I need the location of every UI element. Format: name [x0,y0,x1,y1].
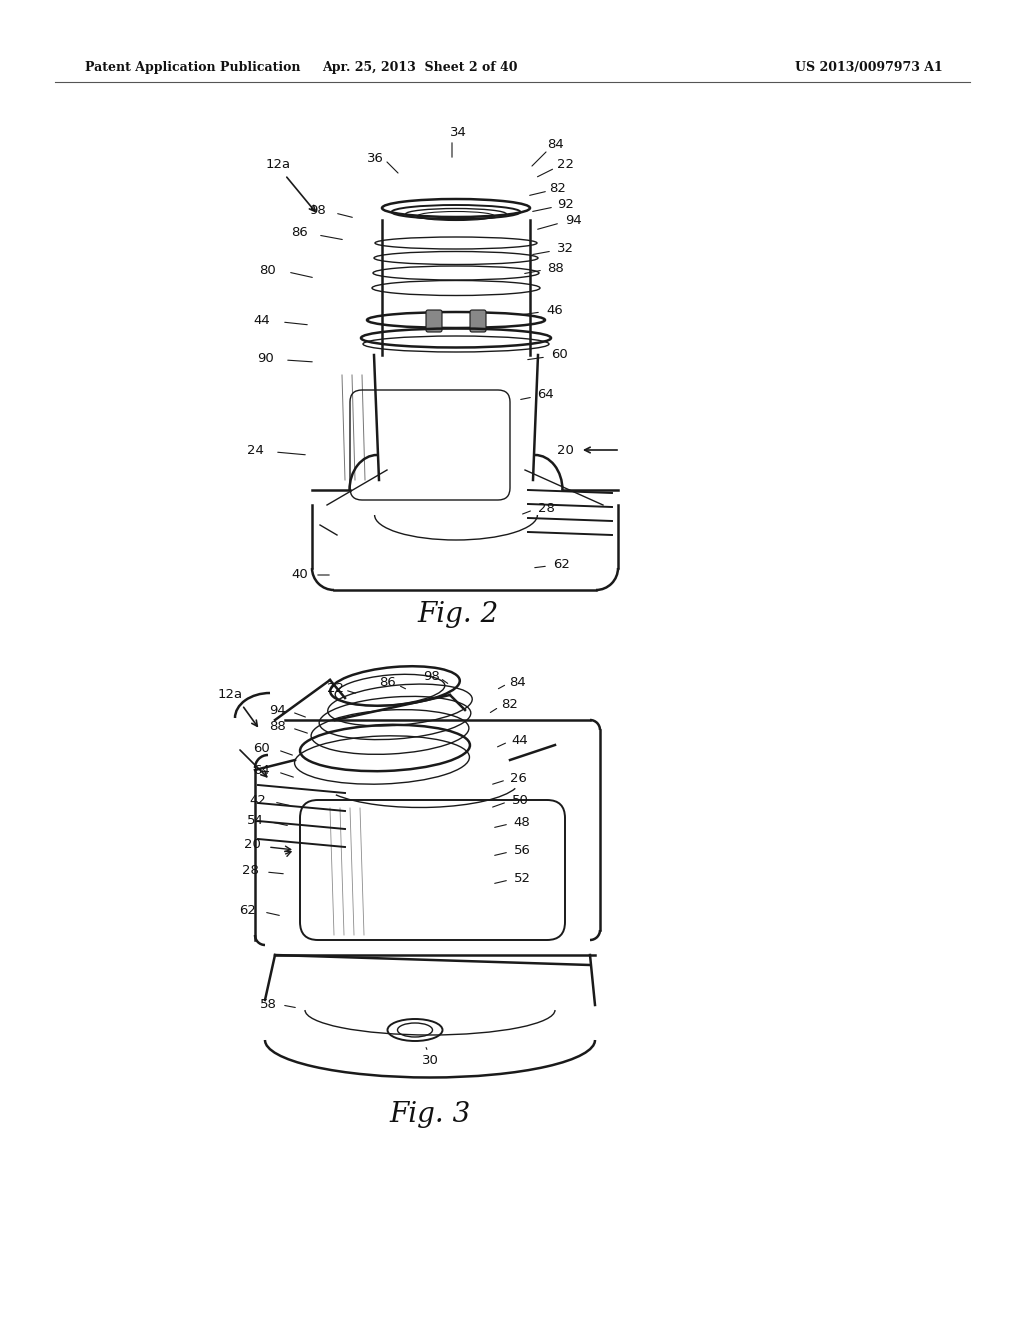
Text: 12a: 12a [217,689,243,701]
Text: Fig. 2: Fig. 2 [418,602,499,628]
Text: 86: 86 [380,676,396,689]
FancyBboxPatch shape [426,310,442,333]
Text: 86: 86 [292,226,308,239]
Text: 94: 94 [269,704,287,717]
Text: 40: 40 [292,569,308,582]
Text: 82: 82 [502,698,518,711]
Text: Patent Application Publication: Patent Application Publication [85,62,300,74]
Text: 84: 84 [547,139,563,152]
Text: 22: 22 [327,681,343,694]
Text: 30: 30 [422,1053,438,1067]
Text: 94: 94 [564,214,582,227]
Text: 60: 60 [552,348,568,362]
Text: 84: 84 [510,676,526,689]
Text: 98: 98 [424,669,440,682]
Text: 12a: 12a [265,158,291,172]
Text: 44: 44 [512,734,528,747]
Text: 44: 44 [254,314,270,326]
Text: 42: 42 [250,793,266,807]
Text: 58: 58 [259,998,276,1011]
Text: 28: 28 [242,863,258,876]
Text: 46: 46 [547,304,563,317]
Text: US 2013/0097973 A1: US 2013/0097973 A1 [795,62,943,74]
Text: 26: 26 [510,771,526,784]
Text: 90: 90 [257,351,273,364]
Text: 52: 52 [513,871,530,884]
Text: 32: 32 [556,242,573,255]
Text: 64: 64 [537,388,553,401]
Text: 54: 54 [247,813,263,826]
Text: 98: 98 [309,203,327,216]
Text: 28: 28 [538,502,554,515]
FancyBboxPatch shape [470,310,486,333]
Text: Apr. 25, 2013  Sheet 2 of 40: Apr. 25, 2013 Sheet 2 of 40 [323,62,518,74]
Text: 24: 24 [247,444,263,457]
Text: 60: 60 [254,742,270,755]
Text: 62: 62 [240,903,256,916]
Text: 20: 20 [557,444,573,457]
Text: 36: 36 [367,152,383,165]
Text: 88: 88 [269,719,287,733]
Text: 50: 50 [512,793,528,807]
Text: 62: 62 [554,558,570,572]
Text: 82: 82 [550,181,566,194]
Text: 88: 88 [548,261,564,275]
Text: 64: 64 [254,763,270,776]
Text: Fig. 3: Fig. 3 [389,1101,471,1129]
Text: 22: 22 [556,158,573,172]
Text: 34: 34 [450,127,467,140]
Text: 80: 80 [260,264,276,276]
Text: 92: 92 [557,198,574,210]
Text: 56: 56 [514,843,530,857]
Text: 20: 20 [244,838,260,851]
Text: 48: 48 [514,816,530,829]
